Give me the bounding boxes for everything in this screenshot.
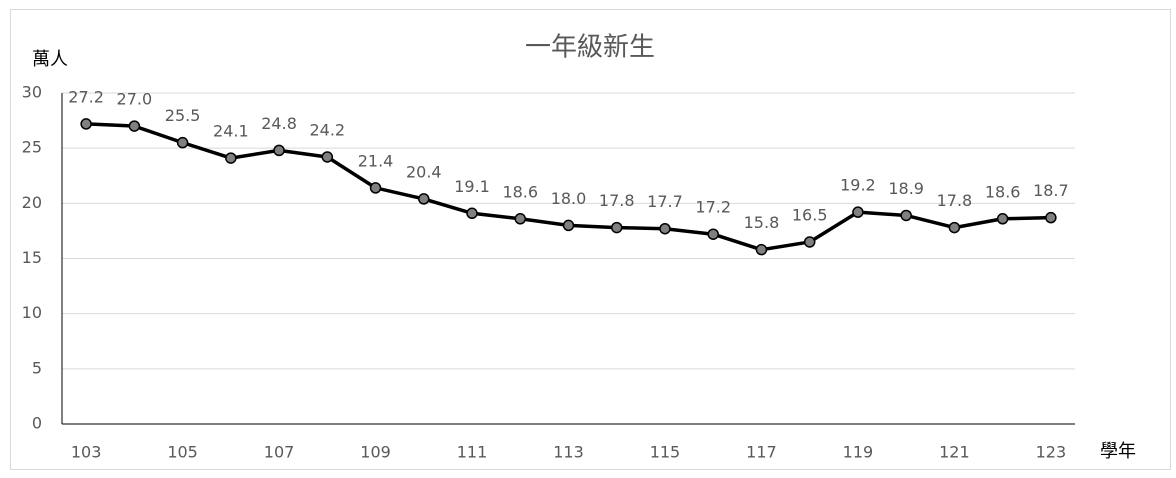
data-label: 16.5 (792, 205, 828, 224)
data-label: 17.8 (937, 191, 973, 210)
data-label: 25.5 (165, 106, 201, 125)
data-point (900, 209, 912, 222)
data-point (659, 222, 671, 235)
x-tick-label: 109 (360, 443, 391, 462)
y-axis-label: 萬人 (32, 49, 68, 70)
data-label: 18.9 (888, 179, 924, 198)
data-point (852, 206, 864, 218)
data-label: 18.6 (502, 182, 538, 201)
x-tick-label: 117 (746, 443, 777, 462)
data-label: 19.1 (454, 177, 490, 196)
data-point (225, 152, 237, 164)
data-label: 24.1 (213, 122, 249, 141)
x-tick-label: 105 (167, 443, 198, 462)
x-tick-label: 111 (457, 443, 488, 462)
y-tick-label: 10 (22, 303, 42, 322)
data-point (418, 193, 430, 205)
data-point (707, 228, 719, 240)
data-point (610, 221, 623, 234)
data-label: 15.8 (744, 213, 780, 232)
data-point (948, 221, 961, 234)
data-label: 24.8 (261, 114, 297, 133)
x-tick-label: 121 (939, 443, 970, 462)
x-tick-label: 119 (843, 443, 874, 462)
y-tick-label: 25 (22, 138, 42, 157)
x-tick-label: 115 (650, 443, 681, 462)
data-label: 18.6 (985, 182, 1021, 201)
y-tick-label: 0 (32, 414, 42, 433)
chart-border (10, 9, 1171, 470)
data-label: 24.2 (309, 120, 345, 139)
x-tick-label: 103 (71, 443, 102, 462)
data-label: 18.7 (1033, 181, 1069, 200)
data-point (803, 236, 816, 248)
data-point (369, 182, 382, 194)
data-label: 21.4 (358, 151, 394, 170)
x-tick-label: 123 (1036, 443, 1067, 462)
data-label: 17.7 (647, 192, 683, 211)
x-tick-label: 113 (553, 443, 584, 462)
y-tick-label: 15 (22, 248, 42, 267)
data-label: 17.2 (695, 198, 731, 217)
x-axis-label: 學年 (1100, 441, 1136, 462)
y-tick-label: 5 (32, 358, 42, 377)
data-point (176, 136, 189, 149)
data-point (755, 243, 768, 256)
data-point (996, 213, 1009, 225)
data-point (514, 213, 527, 225)
data-point (466, 207, 478, 220)
y-tick-label: 20 (22, 193, 42, 212)
chart-title: 一年級新生 (525, 33, 655, 63)
data-point (80, 118, 92, 130)
data-point (273, 144, 285, 157)
data-label: 20.4 (406, 162, 442, 181)
data-label: 27.2 (68, 87, 104, 106)
data-point (321, 151, 334, 163)
data-point (128, 120, 141, 132)
data-label: 18.0 (551, 189, 587, 208)
data-label: 19.2 (840, 176, 876, 195)
data-label: 27.0 (117, 90, 153, 109)
data-point (562, 219, 575, 232)
x-tick-label: 107 (264, 443, 295, 462)
data-label: 17.8 (599, 191, 635, 210)
data-point (1045, 211, 1057, 224)
y-tick-label: 30 (22, 83, 42, 102)
